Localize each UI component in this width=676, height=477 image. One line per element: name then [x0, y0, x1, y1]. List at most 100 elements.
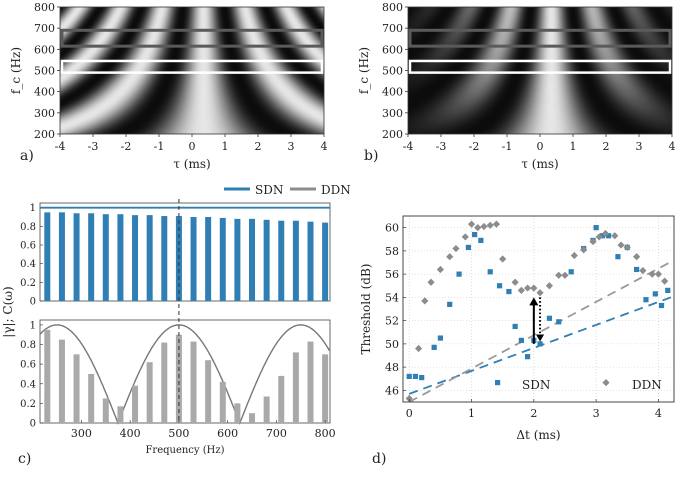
y-tick-label: 300: [34, 107, 55, 120]
sdn-bar: [234, 218, 241, 301]
ddn-bar: [58, 339, 65, 423]
x-tick-label: 0: [189, 140, 196, 153]
ddn-coherence-curve: [39, 324, 331, 425]
ddn-point: [480, 222, 488, 231]
x-tick-label: 3: [593, 407, 600, 420]
ddn-point: [617, 241, 625, 249]
sdn-bar: [205, 217, 212, 301]
sdn-bar: [146, 215, 153, 301]
y-axis-label: f_c (Hz): [9, 47, 23, 94]
panel-d-label: d): [372, 451, 386, 467]
sdn-point: [658, 302, 665, 309]
ddn-point: [461, 233, 469, 241]
x-tick-label: 3: [636, 140, 643, 153]
sdn-point: [546, 315, 553, 321]
sdn-point: [524, 354, 531, 360]
sdn-bar: [58, 212, 65, 301]
ddn-point: [623, 243, 631, 251]
y-tick-label: 400: [382, 86, 403, 99]
bottom-y-tick-label: 0.2: [20, 399, 36, 410]
sdn-point: [599, 233, 605, 239]
ddn-point: [648, 270, 656, 278]
ddn-bar: [88, 373, 95, 423]
x-tick-label: -4: [403, 140, 414, 153]
y-tick-label: 700: [34, 22, 55, 35]
sdn-point: [412, 373, 419, 380]
heatmap-image: [60, 7, 324, 134]
sdn-point: [643, 297, 649, 303]
panel-a-label: a): [20, 148, 34, 164]
sdn-point: [437, 335, 443, 341]
ddn-point: [427, 278, 435, 286]
y-tick-label: 200: [382, 128, 403, 141]
sdn-bar: [161, 216, 168, 301]
ddn-bar: [278, 375, 285, 423]
x-tick-label: 400: [120, 427, 141, 440]
top-y-tick-label: 0.4: [20, 259, 36, 270]
sdn-point: [431, 344, 437, 350]
x-tick-label: 3: [288, 140, 295, 153]
ddn-point: [421, 297, 429, 305]
sdn-point: [568, 269, 574, 275]
legend-ddn-label: DDN: [632, 378, 662, 392]
ddn-bar: [219, 381, 226, 423]
y-tick-label: 58: [385, 245, 399, 258]
ddn-point: [452, 244, 460, 253]
sdn-point: [506, 288, 512, 295]
x-tick-label: 4: [321, 140, 328, 153]
ddn-bar: [161, 342, 168, 423]
x-tick-label: 800: [315, 427, 336, 440]
heatmap-image: [408, 7, 672, 134]
ddn-point: [601, 229, 610, 238]
ddn-point: [517, 286, 525, 294]
sdn-point: [512, 323, 518, 330]
x-axis-label: τ (ms): [173, 157, 210, 171]
x-tick-label: 600: [217, 427, 238, 440]
ddn-point: [589, 237, 597, 246]
legend-sdn-label: SDN: [255, 183, 283, 197]
legend-ddn-marker: [602, 379, 610, 387]
sdn-point: [456, 271, 462, 277]
y-tick-label: 500: [34, 65, 55, 78]
top-y-tick-label: 0: [30, 297, 36, 308]
ddn-point: [545, 282, 554, 290]
top-frame: [39, 202, 331, 302]
sdn-point: [665, 287, 671, 293]
sdn-bar: [322, 222, 329, 301]
ddn-point: [492, 220, 501, 228]
ddn-point: [511, 278, 519, 286]
ddn-point: [536, 289, 544, 297]
sdn-point: [472, 232, 478, 238]
sdn-point: [556, 319, 562, 325]
x-tick-label: -3: [436, 140, 447, 153]
y-tick-label: 600: [34, 43, 55, 56]
top-y-tick-label: 1: [30, 203, 36, 214]
plot-area: [405, 220, 674, 402]
x-tick-label: 1: [570, 140, 577, 153]
sdn-bar: [249, 218, 256, 301]
legend-sdn-label: SDN: [522, 378, 550, 392]
x-axis-label: τ (ms): [521, 157, 558, 171]
sdn-bar: [102, 214, 109, 301]
x-tick-label: 0: [406, 407, 413, 420]
y-axis-label: |γ|; C(ω): [1, 286, 15, 337]
ddn-bar: [44, 329, 51, 423]
ddn-bar: [292, 352, 299, 423]
sdn-point: [447, 301, 453, 307]
y-tick-label: 46: [385, 384, 399, 397]
top-y-tick-label: 0.6: [20, 241, 36, 252]
y-tick-label: 800: [34, 1, 55, 14]
highlight-box-dark: [408, 28, 672, 48]
ddn-point: [654, 270, 663, 278]
legend-sdn-marker: [495, 380, 501, 386]
x-tick-label: 2: [255, 140, 262, 153]
bottom-y-tick-label: 0.6: [20, 360, 36, 371]
x-tick-label: -1: [502, 140, 513, 153]
bottom-y-tick-label: 0: [30, 419, 36, 430]
ddn-point: [611, 232, 619, 240]
ddn-bar: [117, 406, 124, 423]
highlight-box-white: [60, 59, 324, 74]
ddn-point: [595, 233, 603, 241]
bottom-y-tick-label: 1: [30, 320, 36, 331]
sdn-bar: [44, 212, 51, 301]
